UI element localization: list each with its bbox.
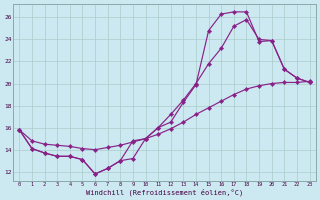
X-axis label: Windchill (Refroidissement éolien,°C): Windchill (Refroidissement éolien,°C) (86, 188, 243, 196)
